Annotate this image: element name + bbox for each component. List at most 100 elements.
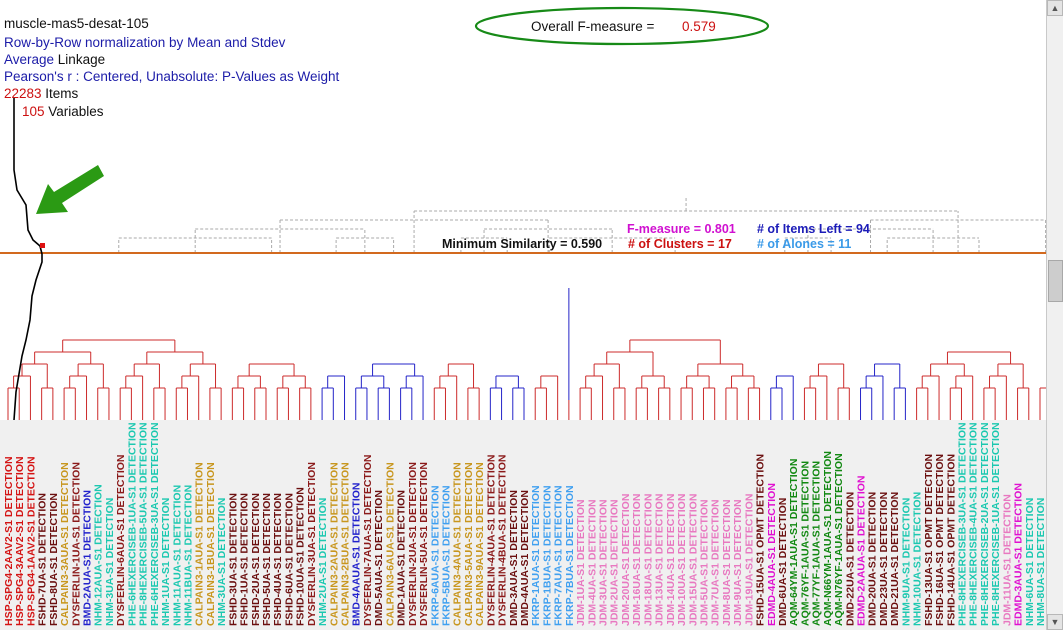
leaf-label: JDM-2UA-S1 DETECTION xyxy=(609,499,621,626)
leaf-label: DMD-23UA-S1 DETECTION xyxy=(878,492,890,626)
leaf-label: DYSFERLIN-3UA-S1 DETECTION xyxy=(306,462,318,626)
overall-f-label: Overall F-measure = xyxy=(531,19,655,34)
leaf-label: JDM-9UA-S1 DETECTION xyxy=(732,499,744,626)
items-left-stat: # of Items Left = 94 xyxy=(757,222,870,236)
leaf-label: PHE-8HEXERCISEB-3UA-S1 DETECTION xyxy=(956,422,968,626)
scroll-thumb[interactable] xyxy=(1048,260,1063,302)
leaf-label: DYSFERLIN-1UA-S1 DETECTION xyxy=(70,462,82,626)
items-label: Items xyxy=(41,86,79,101)
leaf-label: JDM-8UA-S1 DETECTION xyxy=(721,499,733,626)
variables-label: Variables xyxy=(44,104,104,119)
leaf-label: CALPAIN3-6AUA-S1 DETECTION xyxy=(384,462,396,626)
leaf-label: HSP-SPG4-3AAV2-S1 DETECTION xyxy=(14,456,26,626)
leaf-label: JDM-14UA-S1 DETECTION xyxy=(665,494,677,626)
leaf-label: EDMD-2AAUA-S1 DETECTION xyxy=(856,475,868,626)
leaf-label: JDM-3UA-S1 DETECTION xyxy=(598,499,610,626)
leaf-label: FKRP-1BUA-S1 DETECTION xyxy=(541,485,553,626)
linkage-line: Average Linkage xyxy=(4,51,105,69)
leaf-label: NHM-10UA-S1 DETECTION xyxy=(912,492,924,626)
leaf-labels: HSP-SPG4-2AAV2-S1 DETECTION HSP-SPG4-3AAV… xyxy=(3,422,1046,626)
leaf-label: NHM-3UA-S1 DETECTION xyxy=(104,498,116,626)
leaf-label: PHE-8HEXERCISEB-1UA-S1 DETECTION xyxy=(990,422,1002,626)
leaf-label: FSHD-14UA-S1 OPMT DETECTION xyxy=(945,454,957,626)
leaf-label: DYSFERLIN-5UA-S1 DETECTION xyxy=(418,462,430,626)
leaf-label: PHE-8HEXERCISEB-2UA-S1 DETECTION xyxy=(979,422,991,626)
leaf-label: HSP-SPG4-2AAV2-S1 DETECTION xyxy=(3,456,15,626)
leaf-label: AQM-N76YF-1AUA-S1 DETECTION xyxy=(833,453,845,626)
normalization-prefix: Row-by-Row normalization by xyxy=(4,35,188,50)
leaf-label: AQM-77YF-1AUA-S1 DETECTION xyxy=(811,461,823,626)
leaf-label: JDM-13UA-S1 DETECTION xyxy=(654,494,666,626)
upper-tree xyxy=(118,196,1046,253)
min-similarity-stat: Minimum Similarity = 0.590 xyxy=(442,237,602,251)
leaf-label: FSHD-15UA-S1 OPMT DETECTION xyxy=(755,454,767,626)
leaf-label: AQM-64YM-1AUA-S1 DETECTION xyxy=(788,459,800,626)
leaf-label: JDM-5UA-S1 DETECTION xyxy=(698,499,710,626)
leaf-label: JDM-19UA-S1 DETECTION xyxy=(743,494,755,626)
leaf-label: JDM-15UA-S1 DETECTION xyxy=(687,494,699,626)
leaf-label: JDM-7UA-S1 DETECTION xyxy=(710,499,722,626)
leaf-label: DYSFERLIN-2UA-S1 DETECTION xyxy=(407,462,419,626)
leaf-label: JDM-20UA-S1 DETECTION xyxy=(620,494,632,626)
f-measure-stat: F-measure = 0.801 xyxy=(627,222,736,236)
arrow-icon xyxy=(36,165,104,214)
leaf-label: DMD-5AUA-S1 DETECTION xyxy=(373,490,385,626)
variables-line: 105 Variables xyxy=(22,103,104,121)
leaf-label: CALPAIN3-3AUA-S1 DETECTION xyxy=(59,462,71,626)
leaf-label: FSHD-8UA-S1 DETECTION xyxy=(48,493,60,626)
cut-marker xyxy=(40,243,45,248)
leaf-label: AQM-N66YM-1AUA-S1 DETECTION xyxy=(822,451,834,626)
leaf-label: PHE-8HEXERCISEB-5UA-S1 DETECTION xyxy=(138,422,150,626)
linkage-method: Average xyxy=(4,52,55,67)
leaf-label: CALPAIN3-2BUA-S1 DETECTION xyxy=(340,462,352,626)
leaf-label: FSHD-10UA-S1 DETECTION xyxy=(295,487,307,626)
leaf-label: FKRP-6AUA-S1 DETECTION xyxy=(429,485,441,626)
leaf-label: BMD-4AAUA-S1 DETECTION xyxy=(351,482,363,626)
leaf-label: JDM-11UA-S1 DETECTION xyxy=(1001,494,1013,626)
linkage-suffix: Linkage xyxy=(54,52,106,67)
overall-f-value: 0.579 xyxy=(682,19,716,34)
vertical-scrollbar[interactable]: ▲ ▼ xyxy=(1046,0,1063,630)
leaf-label: PHE-6HEXERCISEB-1UA-S1 DETECTION xyxy=(126,422,138,626)
leaf-label: EDMD-3AUA-S1 DETECTION xyxy=(1013,483,1025,626)
leaf-label: BMD-2AUA-S1 DETECTION xyxy=(82,490,94,626)
alones-stat: # of Alones = 11 xyxy=(757,237,851,251)
leaf-label: FSHD-6UA-S1 DETECTION xyxy=(283,493,295,626)
dataset-name: muscle-mas5-desat-105 xyxy=(4,16,149,31)
leaf-label: NHM-11BUA-S1 DETECTION xyxy=(182,485,194,626)
scroll-down-icon[interactable]: ▼ xyxy=(1047,614,1063,630)
distance-line: Pearson's r : Centered, Unabsolute: P-Va… xyxy=(4,69,340,84)
cluster-trees xyxy=(7,339,1046,400)
leaf-label: FSHD-16UA-S1 OPMT DETECTION xyxy=(934,454,946,626)
leaf-label: CALPAIN3-4AUA-S1 DETECTION xyxy=(452,462,464,626)
leaf-label: FKRP-7BUA-S1 DETECTION xyxy=(564,485,576,626)
leaf-label: FSHD-13UA-S1 OPMT DETECTION xyxy=(923,454,935,626)
leaf-label: JDM-10UA-S1 DETECTION xyxy=(676,494,688,626)
leaf-lines xyxy=(7,288,1041,420)
leaf-label: DMD-1AUA-S1 DETECTION xyxy=(396,490,408,626)
similarity-curve xyxy=(13,98,43,421)
leaf-label: CALPAIN3-2AUA-S1 DETECTION xyxy=(328,462,340,626)
leaf-label: NHM-2UA-S1 DETECTION xyxy=(317,498,329,626)
leaf-label: CALPAIN3-5AUA-S1 DETECTION xyxy=(463,462,475,626)
leaf-label: FSHD-7UA-S1 DETECTION xyxy=(37,493,49,626)
leaf-label: FKRP-1AUA-S1 DETECTION xyxy=(530,485,542,626)
overall-f-ellipse xyxy=(474,6,770,46)
leaf-label: NHM-1UA-S1 DETECTION xyxy=(160,498,172,626)
leaf-label: DMD-22UA-S1 DETECTION xyxy=(844,492,856,626)
leaf-label: FSHD-2UA-S1 DETECTION xyxy=(250,493,262,626)
leaf-label: EDMD-4AUA-S1 DETECTION xyxy=(766,483,778,626)
leaf-label: DMD-4AUA-S1 DETECTION xyxy=(519,490,531,626)
leaf-label: CALPAIN3-1BUA-S1 DETECTION xyxy=(205,462,217,626)
scroll-up-icon[interactable]: ▲ xyxy=(1047,0,1063,16)
leaf-label: DMD-6UA-S1 DETECTION xyxy=(777,498,789,626)
leaf-label: NHM-12AUA-S1 DETECTION xyxy=(93,484,105,626)
leaf-label: NHM-9UA-S1 DETECTION xyxy=(900,498,912,626)
leaf-label: FSHD-5UA-S1 DETECTION xyxy=(261,493,273,626)
leaf-label: FKRP-5BUA-S1 DETECTION xyxy=(440,485,452,626)
items-count: 22283 xyxy=(4,86,42,101)
label-band xyxy=(0,420,1046,630)
leaf-label: JDM-1UA-S1 DETECTION xyxy=(575,499,587,626)
normalization-method: Mean and Stdev xyxy=(187,35,286,50)
